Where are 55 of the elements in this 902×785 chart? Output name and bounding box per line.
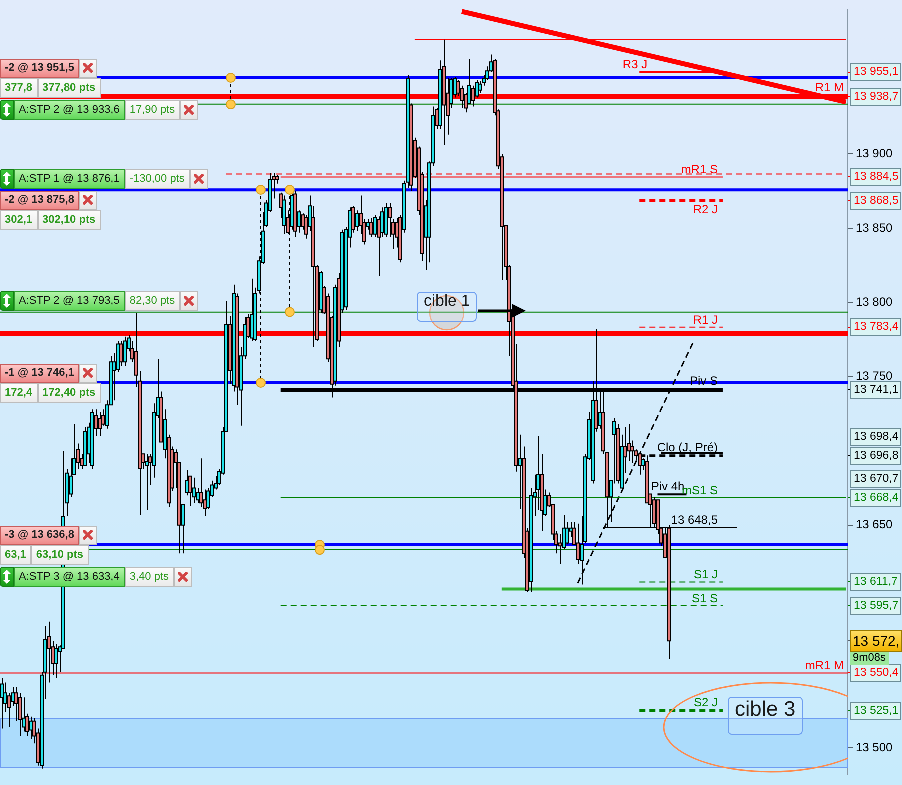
y-tick-label: 13 850 <box>856 220 894 235</box>
y-tick-label: 13 525,1 <box>850 702 901 720</box>
annotation: 3,40 pts <box>124 566 174 587</box>
annotation: 302,1 <box>0 210 38 230</box>
series-label: S2 J <box>694 695 718 710</box>
y-tick-label: 13 938,7 <box>850 88 901 106</box>
annotation: 302,10 pts <box>38 210 101 230</box>
y-tick-label: 13 750 <box>856 369 894 384</box>
annotation: cible 3 <box>728 697 803 735</box>
annotation: -130,00 pts <box>124 168 190 189</box>
y-tick-label: 13 800 <box>856 294 894 309</box>
y-tick-label: 13 595,7 <box>850 596 901 615</box>
annotation: -3 @ 13 636,8 <box>0 526 80 545</box>
annotation: 172,4 <box>0 382 38 403</box>
series-label: R2 J <box>693 202 718 216</box>
annotation: 63,10 pts <box>31 544 89 565</box>
y-tick-label: 13 611,7 <box>850 573 901 592</box>
series-label: S1 S <box>692 591 718 606</box>
series-label: S1 J <box>694 568 718 582</box>
series-label: R3 J <box>622 57 648 72</box>
annotation: -2 @ 13 951,5 <box>0 58 80 78</box>
annotation: cible 1 <box>417 292 478 322</box>
ref-line-label: mR1 M <box>805 658 844 673</box>
series-label: R1 J <box>693 312 718 327</box>
annotation: A:STP 2 @ 13 793,5 <box>14 291 125 312</box>
series-label: mR1 S <box>681 162 718 177</box>
y-tick-label: 13 955,1 <box>850 63 901 82</box>
y-tick-label: 13 696,8 <box>850 446 901 465</box>
annotation: 82,30 pts <box>124 291 180 312</box>
text: 13 698,4 <box>850 428 901 446</box>
annotation: 172,40 pts <box>38 382 101 403</box>
annotation: 377,80 pts <box>38 78 101 98</box>
y-tick-label: 13 550,4 <box>850 664 901 682</box>
series-label: 13 648,5 <box>671 513 718 528</box>
y-tick-label: 13 783,4 <box>850 318 901 336</box>
annotation: 17,90 pts <box>124 100 180 120</box>
y-tick-label: 13 668,4 <box>850 489 901 508</box>
annotation: 63,1 <box>0 544 32 565</box>
annotation: 377,8 <box>0 78 38 98</box>
y-tick-label: 13 900 <box>856 146 894 161</box>
ref-line-label: R1 M <box>815 80 844 94</box>
y-tick-label: 13 572, <box>850 630 902 652</box>
y-tick-label: 13 868,5 <box>850 192 901 210</box>
annotation: -1 @ 13 746,1 <box>0 364 80 383</box>
y-tick-label: 13 650 <box>856 518 894 532</box>
series-label: Piv S <box>690 374 718 388</box>
y-tick-label: 13 741,1 <box>854 384 899 396</box>
annotation: A:STP 1 @ 13 876,1 <box>14 168 125 189</box>
y-tick-label: 13 500 <box>856 740 894 754</box>
annotation: -2 @ 13 875,8 <box>0 190 80 210</box>
text: 9m08s <box>850 652 890 666</box>
annotation: A:STP 3 @ 13 633,4 <box>14 566 125 587</box>
y-tick-label: 13 884,5 <box>850 168 901 186</box>
text: 13 670,7 <box>850 470 901 488</box>
annotation: A:STP 2 @ 13 933,6 <box>14 100 125 120</box>
